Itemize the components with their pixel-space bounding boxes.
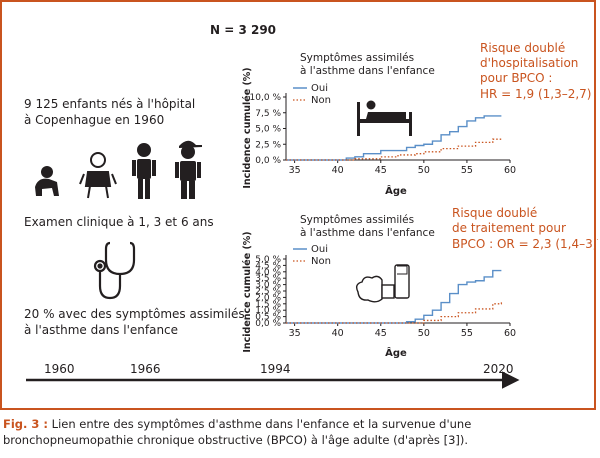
x-tick-label: 50 [418,165,430,176]
y-tick-label: 0,5 % [255,313,281,323]
chart-hospitalisation: Symptômes assimilés à l'asthme dans l'en… [242,52,516,197]
toddler-icon [79,152,117,199]
legend-label-non: Non [311,256,331,267]
x-tick-label: 35 [289,328,301,339]
x-tick-label: 60 [504,328,516,339]
x-axis-label: Âge [385,184,407,197]
y-axis-label: Incidence cumulée (%) [242,231,253,352]
y-tick-label: 0,0 % [255,319,281,329]
legend: Oui Non [293,244,331,267]
child-icon [132,143,156,199]
figure-caption: Fig. 3 : Lien entre des symptômes d'asth… [3,416,595,448]
exam-text: Examen clinique à 1, 3 et 6 ans [24,215,214,229]
boy-icon [175,140,202,199]
series-line-non [286,301,503,324]
symptoms-line-1: 20 % avec des symptômes assimilés [24,307,245,321]
risk-top-line-4: HR = 1,9 (1,3–2,7) [480,87,591,101]
y-tick-label: 3,0 % [255,281,281,291]
y-tick-label: 4,0 % [255,268,281,278]
x-tick-label: 60 [504,165,516,176]
x-tick-label: 55 [461,328,473,339]
legend-label-oui: Oui [311,83,328,94]
stethoscope-icon [93,241,136,300]
caption-label: Fig. 3 : [3,417,49,431]
y-tick-label: 2,5 % [255,140,281,150]
x-tick-label: 55 [461,165,473,176]
cohort-line-1: 9 125 enfants nés à l'hôpital [24,97,195,111]
risk-bottom-line-1: Risque doublé [452,206,537,220]
legend-label-oui: Oui [311,244,328,255]
timeline-year-2020: 2020 [483,362,514,376]
n-label: N = 3 290 [210,23,276,37]
caption-text: Lien entre des symptômes d'asthme dans l… [3,417,472,447]
x-tick-label: 40 [332,165,344,176]
x-tick-label: 45 [375,328,387,339]
figure-frame: N = 3 290 9 125 enfants nés à l'hôpital … [0,0,600,410]
legend: Oui Non [293,83,331,106]
figure-canvas: N = 3 290 9 125 enfants nés à l'hôpital … [24,23,600,389]
y-tick-label: 5,0 % [255,255,281,265]
cohort-line-2: à Copenhague en 1960 [24,113,164,127]
y-tick-label: 3,5 % [255,274,281,284]
y-tick-label: 7,5 % [255,109,281,119]
x-tick-label: 35 [289,165,301,176]
series-line-non [286,137,503,161]
x-axis-label: Âge [385,346,407,359]
baby-icon [35,166,59,196]
y-tick-label: 1,0 % [255,306,281,316]
risk-bottom-line-3: BPCO : OR = 2,3 (1,4–3,7) [452,237,598,251]
chart-title-line-2: à l'asthme dans l'enfance [300,227,435,239]
x-tick-label: 50 [418,328,430,339]
y-tick-label: 4,5 % [255,261,281,271]
y-tick-label: 2,0 % [255,293,281,303]
chart-title-line-2: à l'asthme dans l'enfance [300,65,435,77]
hospital-bed-icon [357,100,412,136]
chart-title-line-1: Symptômes assimilés [300,214,414,226]
x-tick-label: 45 [375,165,387,176]
risk-top-line-2: d'hospitalisation [480,56,578,70]
risk-top-line-1: Risque doublé [480,41,565,55]
inhaler-icon [355,264,410,303]
y-tick-label: 0,0 % [255,156,281,166]
risk-bottom-line-2: de traitement pour [452,221,566,235]
x-tick-label: 40 [332,328,344,339]
series-line-oui [286,115,502,161]
chart-title-line-1: Symptômes assimilés [300,52,414,64]
series-line-oui [286,269,502,324]
symptoms-line-2: à l'asthme dans l'enfance [24,323,178,337]
y-tick-label: 5,0 % [255,125,281,135]
chart-treatment: Symptômes assimilés à l'asthme dans l'en… [242,214,516,359]
timeline-year-1994: 1994 [260,362,291,376]
risk-top-line-3: pour BPCO : [480,71,552,85]
y-tick-label: 10,0 % [250,93,282,103]
y-axis-label: Incidence cumulée (%) [242,67,253,188]
timeline-year-1960: 1960 [44,362,75,376]
legend-label-non: Non [311,95,331,106]
timeline-year-1966: 1966 [130,362,161,376]
y-tick-label: 2,5 % [255,287,281,297]
y-tick-label: 1,5 % [255,300,281,310]
